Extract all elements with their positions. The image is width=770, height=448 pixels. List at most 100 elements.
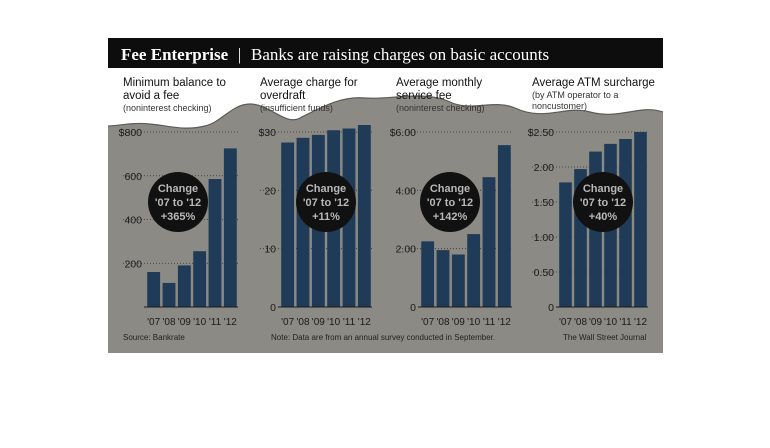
y-tick-label: 0.50 (534, 267, 555, 279)
y-tick-label: 600 (124, 171, 142, 183)
panel-title-line: Average monthly (396, 77, 482, 89)
bar-4-1 (559, 182, 572, 307)
header-bar (108, 38, 663, 68)
y-tick-label: $30 (258, 127, 276, 139)
y-tick-label: 400 (124, 215, 142, 227)
change-badge-line: Change (430, 183, 470, 195)
change-badge-circle (420, 172, 480, 232)
header-title: Fee Enterprise | Banks are raising charg… (121, 45, 549, 64)
y-tick-label: $2.50 (528, 127, 554, 139)
panel-title-line: Average ATM surcharge (532, 77, 655, 89)
change-badge-line: '07 to '12 (303, 197, 349, 209)
change-badge: Change '07 to '12 +142% (420, 172, 480, 232)
change-badge-line: Change (158, 183, 198, 195)
header-separator: | (238, 45, 241, 64)
change-badge-line: +40% (589, 211, 618, 223)
panel-subtitle-line: (insufficient funds) (260, 103, 333, 113)
bar-1-2 (162, 282, 176, 307)
y-tick-label: 0 (410, 302, 416, 314)
change-badge-line: +142% (433, 211, 468, 223)
x-tick-label: '09 (452, 317, 465, 328)
credit-note: The Wall Street Journal (563, 333, 647, 342)
chart-panel-2: Average charge foroverdraft(insufficient… (258, 77, 372, 328)
bar-1-1 (147, 272, 161, 307)
y-tick-label: 2.00 (396, 244, 417, 256)
chart-panel-4: Average ATM surcharge(by ATM operator to… (528, 77, 655, 328)
y-tick-label: 10 (264, 244, 276, 256)
x-tick-label: '12 (358, 317, 371, 328)
bar-2-1 (281, 142, 295, 307)
x-tick-label: '07 (281, 317, 294, 328)
x-tick-label: '10 (327, 317, 340, 328)
x-tick-label: '09 (589, 317, 602, 328)
change-badge-line: Change (306, 183, 346, 195)
bar-2-6 (357, 125, 371, 307)
y-tick-label: 0 (270, 302, 276, 314)
y-tick-label: 200 (124, 258, 142, 270)
panel-title-line: avoid a fee (123, 90, 179, 102)
panel-title-line: overdraft (260, 90, 306, 102)
change-badge-line: '07 to '12 (580, 197, 626, 209)
panel-subtitle-line: (noninterest checking) (396, 103, 485, 113)
y-tick-label: $6.00 (390, 127, 416, 139)
change-badge-circle (296, 172, 356, 232)
bar-3-5 (482, 177, 496, 307)
data-note: Note: Data are from an annual survey con… (271, 333, 495, 342)
bar-1-6 (223, 148, 237, 307)
title-wave-band (108, 64, 663, 129)
x-tick-label: '10 (467, 317, 480, 328)
y-tick-label: 4.00 (396, 185, 417, 197)
x-tick-label: '09 (178, 317, 191, 328)
x-tick-label: '08 (436, 317, 449, 328)
change-badge-circle (148, 172, 208, 232)
x-tick-label: '10 (193, 317, 206, 328)
change-badge: Change '07 to '12 +365% (148, 172, 208, 232)
x-tick-label: '09 (312, 317, 325, 328)
bar-3-1 (421, 241, 435, 307)
x-tick-label: '08 (162, 317, 175, 328)
y-tick-label: $800 (119, 127, 143, 139)
header-title-rest: Banks are raising charges on basic accou… (251, 45, 549, 64)
x-tick-label: '07 (421, 317, 434, 328)
bar-1-5 (208, 179, 222, 307)
y-tick-label: 1.50 (534, 197, 555, 209)
title-wave-edge (107, 95, 664, 129)
panel-subtitle-line: (by ATM operator to a (532, 90, 618, 100)
change-badge-line: '07 to '12 (427, 197, 473, 209)
bar-3-2 (436, 250, 450, 307)
y-tick-label: 2.00 (534, 162, 555, 174)
change-badge: Change '07 to '12 +11% (296, 172, 356, 232)
panel-subtitle-line: (noninterest checking) (123, 103, 212, 113)
source-note: Source: Bankrate (123, 333, 185, 342)
x-tick-label: '08 (574, 317, 587, 328)
x-tick-label: '08 (296, 317, 309, 328)
x-tick-label: '11 (483, 317, 496, 328)
y-tick-label: 0 (548, 302, 554, 314)
panel-title-line: Average charge for (260, 77, 358, 89)
x-tick-label: '12 (498, 317, 511, 328)
change-badge-line: '07 to '12 (155, 197, 201, 209)
bar-3-3 (451, 254, 465, 307)
change-badge-circle (573, 172, 633, 232)
x-tick-label: '11 (343, 317, 356, 328)
panel-subtitle-line: noncustomer) (532, 101, 587, 111)
change-badge-line: Change (583, 183, 623, 195)
x-tick-label: '12 (224, 317, 237, 328)
bar-4-6 (634, 132, 647, 307)
bar-3-4 (467, 234, 481, 307)
bar-1-3 (177, 265, 191, 307)
change-badge-line: +11% (312, 211, 340, 223)
panel-title-line: service fee (396, 90, 452, 102)
bar-1-4 (193, 251, 207, 307)
bar-3-6 (497, 145, 511, 307)
change-badge-line: +365% (161, 211, 196, 223)
x-tick-label: '07 (559, 317, 572, 328)
x-tick-label: '07 (147, 317, 160, 328)
x-tick-label: '11 (209, 317, 222, 328)
change-badge: Change '07 to '12 +40% (573, 172, 633, 232)
header-title-bold: Fee Enterprise (121, 45, 229, 64)
x-tick-label: '12 (634, 317, 647, 328)
